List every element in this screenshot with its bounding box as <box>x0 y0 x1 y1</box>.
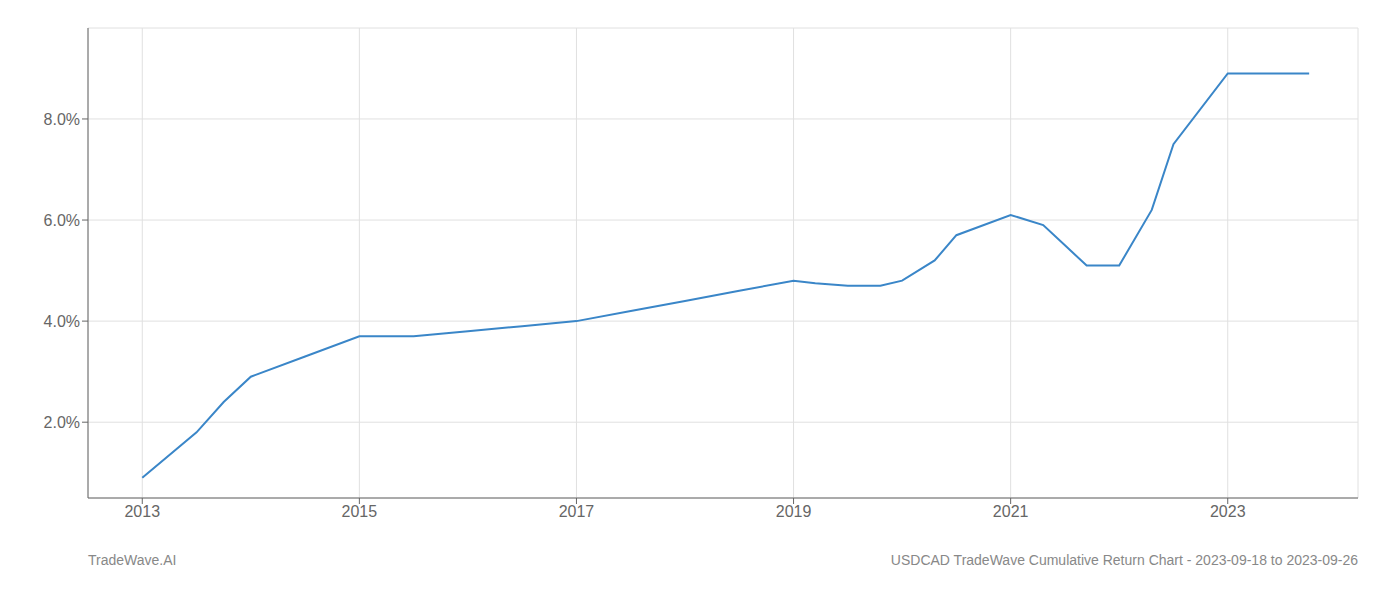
html-text:USDCAD TradeWave Cumulative Re: USDCAD TradeWave Cumulative Return Chart… <box>890 552 1358 568</box>
svg-text:2021: 2021 <box>993 503 1029 520</box>
svg-text:8.0%: 8.0% <box>44 111 80 128</box>
svg-text:2.0%: 2.0% <box>44 414 80 431</box>
svg-text:2019: 2019 <box>776 503 812 520</box>
svg-text:6.0%: 6.0% <box>44 212 80 229</box>
svg-text:4.0%: 4.0% <box>44 313 80 330</box>
html-text:TradeWave.AI: TradeWave.AI <box>88 552 177 568</box>
svg-text:2017: 2017 <box>559 503 595 520</box>
svg-text:2015: 2015 <box>342 503 378 520</box>
svg-text:2013: 2013 <box>124 503 160 520</box>
svg-text:2023: 2023 <box>1210 503 1246 520</box>
